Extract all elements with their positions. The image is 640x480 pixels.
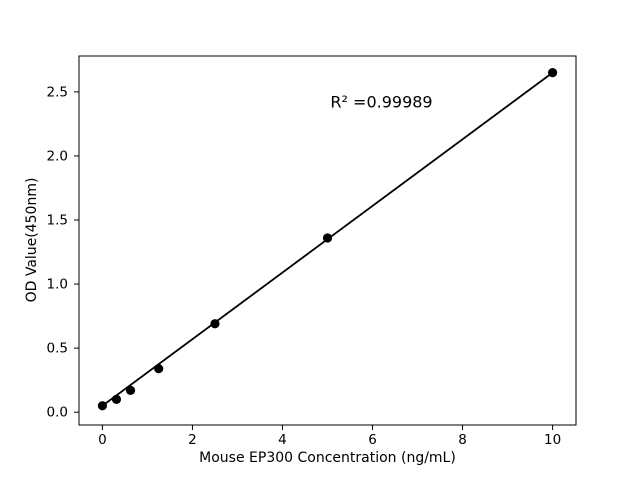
- x-tick-label: 6: [368, 432, 377, 448]
- x-tick-label: 4: [278, 432, 287, 448]
- data-point: [125, 385, 136, 396]
- data-point: [154, 364, 164, 374]
- y-tick-label: 2.0: [47, 148, 68, 164]
- data-point: [111, 394, 122, 404]
- data-point: [322, 233, 333, 243]
- y-tick-label: 2.5: [47, 84, 68, 100]
- x-tick-label: 10: [544, 432, 561, 448]
- plot-generated-layer: 0 2 4 6 8 10 0.0 0.5 1.0 1.5 2.0 2.5: [47, 55, 577, 448]
- x-axis-label: Mouse EP300 Concentration (ng/mL): [199, 450, 456, 466]
- y-tick-label: 1.0: [47, 277, 68, 293]
- x-tick-label: 0: [98, 432, 107, 448]
- data-point: [210, 319, 220, 329]
- data-point: [97, 401, 108, 411]
- x-tick-label: 8: [458, 432, 467, 448]
- x-tick-label: 2: [188, 432, 197, 448]
- y-tick-label: 0.0: [47, 405, 68, 421]
- data-point: [547, 68, 558, 78]
- r-squared-annotation: R² =0.99989: [330, 93, 432, 112]
- plot-frame: [78, 55, 577, 426]
- y-tick-label: 0.5: [47, 341, 68, 357]
- y-tick-label: 1.5: [47, 213, 68, 229]
- y-axis-label: OD Value(450nm): [24, 178, 40, 303]
